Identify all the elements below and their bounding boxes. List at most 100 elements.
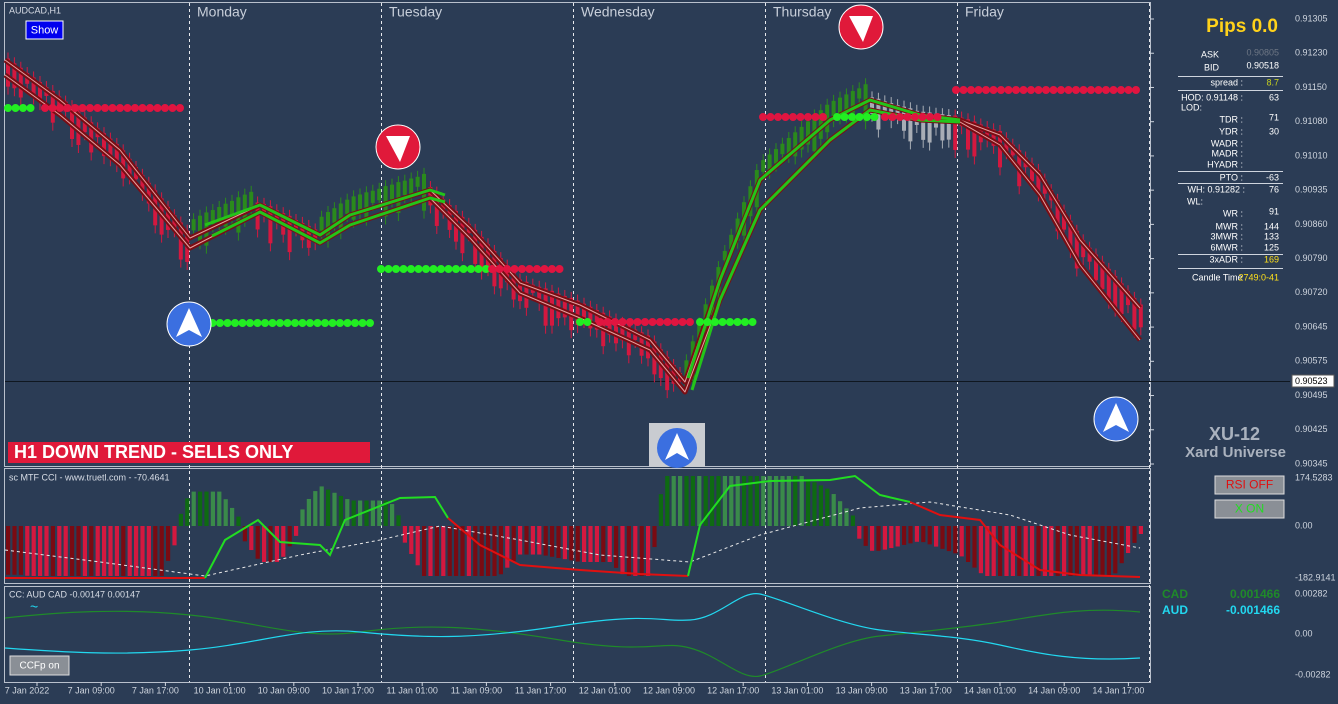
cci-bar (998, 526, 1003, 576)
panel-value: 30 (1269, 126, 1279, 136)
show-button[interactable] (25, 20, 64, 40)
day-label: Friday (965, 4, 1004, 20)
cci-bar (844, 508, 849, 526)
cci-bar (575, 526, 580, 562)
candle-body (140, 174, 145, 193)
cci-bar (230, 507, 235, 526)
price-label: 0.90645 (1295, 321, 1328, 331)
candle-body (1036, 169, 1041, 194)
cci-bar (441, 526, 446, 576)
cci-bar (1138, 526, 1143, 534)
candle-body (178, 222, 183, 260)
price-label: 0.90790 (1295, 253, 1328, 263)
x-button[interactable] (1214, 499, 1285, 519)
panel-value: 169 (1264, 254, 1279, 264)
cci-bar (972, 526, 977, 568)
candle-body (434, 192, 439, 226)
info-panel: Pips 0.0 ASK 0.90805 BID 0.90518 spread … (1178, 16, 1283, 282)
cci-bar (153, 526, 158, 576)
cci-histogram (6, 476, 1143, 576)
candle-body (12, 63, 17, 89)
panel-label: WADR : (1211, 138, 1243, 148)
cci-bar (274, 526, 279, 562)
cci-bar (473, 526, 478, 576)
panel-value: 71 (1269, 112, 1279, 122)
cci-bar (146, 526, 151, 576)
cci-bar (383, 500, 388, 526)
candle-body (326, 212, 330, 240)
cci-bar (390, 504, 395, 526)
cci-bar (18, 526, 23, 575)
candle-body (1119, 283, 1124, 314)
candle-body (121, 150, 126, 179)
cci-bar (377, 500, 382, 526)
cci-bar (370, 500, 375, 526)
cci-bar (479, 526, 484, 576)
price-label: 0.90720 (1295, 287, 1328, 297)
candle-body (825, 104, 830, 133)
ccfp-button-label[interactable]: CCFp on (19, 661, 59, 672)
price-label: 0.90495 (1295, 390, 1328, 400)
rsi-button-label[interactable]: RSI OFF (1226, 478, 1273, 492)
cci-bar (338, 495, 343, 526)
cci-bar (959, 526, 964, 557)
cad-line (4, 609, 1141, 678)
candle-body (351, 196, 356, 220)
cci-lines (4, 474, 1141, 579)
cci-bar (665, 476, 670, 526)
cci-bar (313, 491, 318, 526)
cci-bar (236, 516, 241, 526)
current-price: 0.90523 (1295, 376, 1328, 386)
cci-bar (185, 498, 190, 526)
dot-rows (4, 86, 1147, 327)
panel-label: HOD: 0.91148 : (1181, 92, 1243, 102)
candle-body (831, 100, 836, 120)
cci-bar (434, 526, 439, 576)
cci-bar (178, 513, 183, 526)
cci-axis-label: 174.5283 (1295, 472, 1333, 482)
cci-bar (1055, 526, 1060, 576)
cci-bar (678, 476, 683, 526)
cci-bar (1100, 526, 1105, 576)
time-label: 7 Jan 2022 (5, 685, 50, 695)
cci-bar (114, 526, 119, 576)
candle-body (562, 295, 567, 318)
cci-bar (639, 526, 644, 576)
cci-bar (38, 526, 43, 576)
frames (4, 2, 1151, 683)
panel-label: spread : (1210, 77, 1243, 87)
ccfp-axis-label: -0.00282 (1295, 669, 1331, 679)
ccfp-button[interactable] (9, 655, 70, 676)
candle-body (953, 115, 958, 150)
cci-bar (946, 526, 951, 552)
candle-body (966, 119, 970, 150)
cci-bar (1042, 526, 1047, 576)
cci-bar (607, 526, 612, 562)
candle-body (89, 122, 94, 153)
day-label: Tuesday (389, 4, 442, 20)
candle-body (1106, 268, 1111, 301)
panel-label: 3xADR : (1209, 254, 1243, 264)
time-label: 14 Jan 09:00 (1028, 685, 1080, 695)
cci-bar (268, 526, 273, 562)
ccfp-frame (4, 586, 1151, 683)
cci-bar (249, 526, 254, 551)
rsi-button[interactable] (1214, 475, 1285, 495)
day-label: Monday (197, 4, 247, 20)
cci-bar (300, 509, 305, 526)
cci-bar (953, 526, 958, 554)
cci-bar (422, 526, 427, 576)
candle-body (505, 265, 510, 283)
cci-bar (217, 491, 222, 526)
show-button-label[interactable]: Show (31, 24, 59, 36)
cci-bar (447, 526, 452, 576)
cci-bar (780, 476, 785, 526)
cci-bar (767, 476, 772, 526)
x-button-label[interactable]: X ON (1235, 502, 1264, 516)
candle-body (722, 250, 727, 261)
cci-line (204, 495, 449, 579)
brand-code: XU-12 (1209, 424, 1260, 444)
candle-body (249, 191, 254, 209)
candle-body (607, 316, 612, 335)
